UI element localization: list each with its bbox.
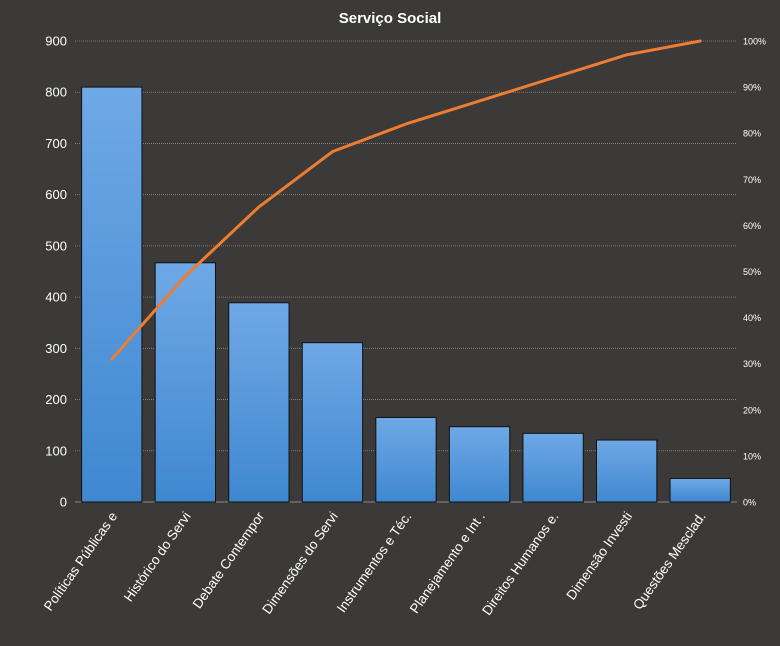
cumulative-line-series [110,39,702,361]
cumulative-line [110,39,702,361]
y2-tick-label: 90% [743,83,761,93]
y-tick-label: 700 [45,136,67,151]
bar [81,86,143,503]
x-tick-label: Debate Contempor [190,509,268,611]
y-tick-label: 800 [45,85,67,100]
y2-tick-label: 100% [743,37,766,47]
x-tick-label: Questões Mesclad. [630,509,709,612]
x-tick-label: Direitos Humanos e. [479,509,561,618]
x-tick-label: Histórico do Servi [121,509,194,604]
bar [522,432,584,503]
left-axis: 0 100 200 300 400 500 600 700 800 900 [45,34,67,510]
y-tick-label: 600 [45,187,67,202]
right-axis: 0% 10% 20% 30% 40% 50% 60% 70% 80% 90% 100% [743,37,766,508]
x-tick-label: Planejamento e Int . [407,509,488,616]
y-tick-label: 200 [45,392,67,407]
y-tick-label: 500 [45,238,67,253]
x-tick-label: Políticas Públicas e [41,509,120,613]
bar [375,416,437,503]
category-axis: Políticas Públicas e Histórico do ServiDe… [41,509,709,618]
y2-tick-label: 20% [743,405,761,415]
bar [301,342,364,503]
y-tick-label: 0 [60,495,67,510]
x-tick-label: Dimensão Investi [563,509,635,602]
y2-tick-label: 40% [743,313,761,323]
x-tick-label: Dimensões do Servi [259,509,341,617]
y2-tick-label: 30% [743,359,761,369]
x-tick-label: Instrumentos e Téc. [334,509,415,615]
bar [154,262,216,503]
bar [669,477,731,503]
y2-tick-label: 70% [743,175,761,185]
y2-tick-label: 60% [743,221,761,231]
y-tick-label: 300 [45,341,67,356]
chart-title: Serviço Social [339,10,442,27]
bar [228,302,290,503]
y-tick-label: 100 [45,443,67,458]
bar [448,426,511,503]
bar-series [81,86,731,503]
y-tick-label: 900 [45,34,67,49]
y2-tick-label: 0% [743,498,756,508]
y2-tick-label: 50% [743,267,761,277]
bar [596,439,658,503]
y2-tick-label: 10% [743,451,761,461]
y2-tick-label: 80% [743,129,761,139]
y-tick-label: 400 [45,290,67,305]
